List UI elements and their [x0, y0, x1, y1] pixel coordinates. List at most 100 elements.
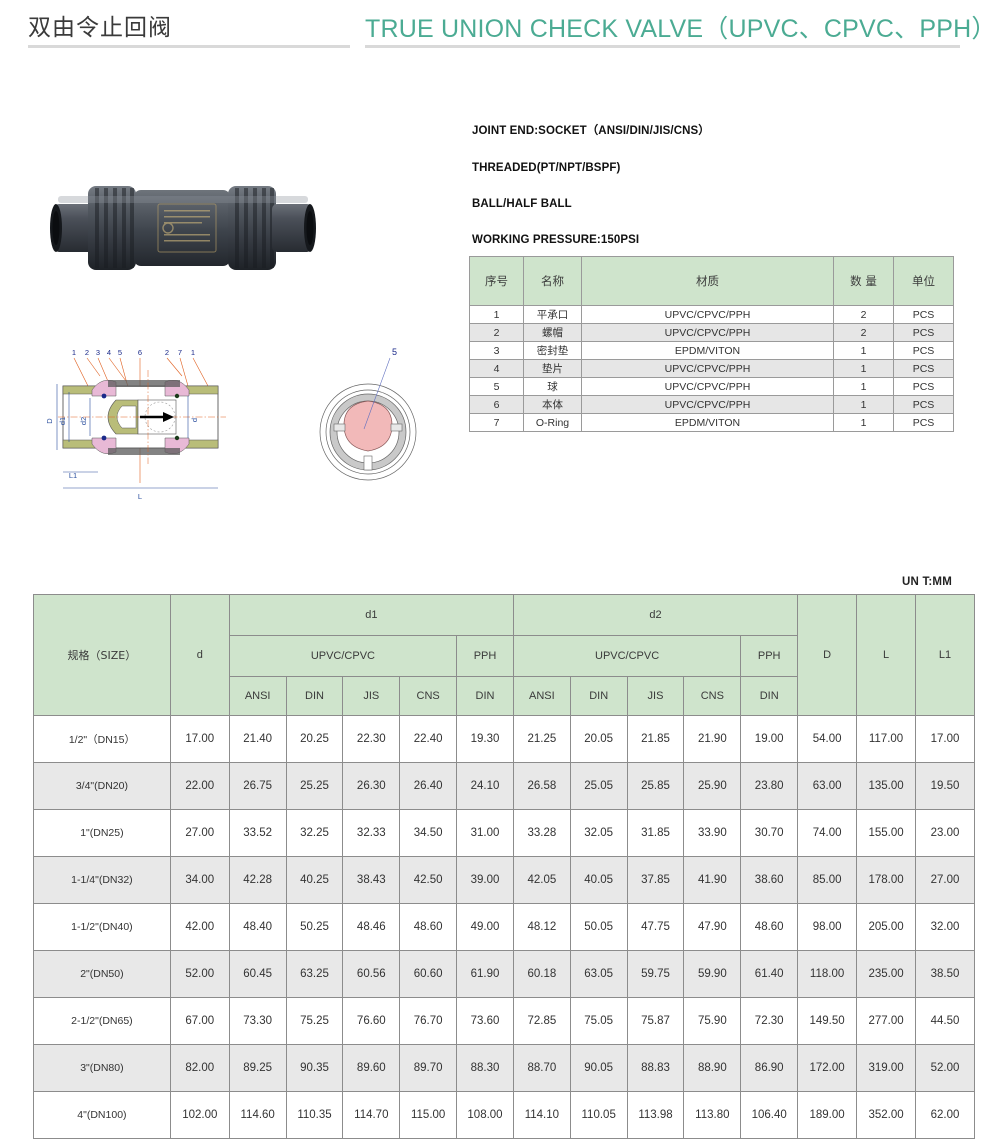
- dim-d: 17.00: [169, 715, 230, 763]
- dim-d2-ansi: 42.05: [512, 856, 571, 904]
- part-no: 1: [469, 305, 524, 324]
- dim-L1: 44.50: [915, 997, 975, 1045]
- dim-L: 117.00: [856, 715, 916, 763]
- svg-text:1: 1: [72, 348, 76, 357]
- dim-d1-ansi: 89.25: [228, 1044, 287, 1092]
- dim-d2-cns: 59.90: [683, 950, 742, 998]
- table-row: 7 O-Ring EPDM/VITON 1 PCS: [469, 413, 954, 432]
- spec-ball-type: BALL/HALF BALL: [472, 198, 572, 210]
- dim-d2-jis: 47.75: [626, 903, 685, 951]
- dim-d2-jis: 31.85: [626, 809, 685, 857]
- dim-d1-pph: 108.00: [456, 1091, 514, 1139]
- dim-header-d2-upvc: UPVC/CPVC: [512, 635, 742, 677]
- svg-text:d2: d2: [79, 417, 88, 425]
- dim-header-L: L: [856, 594, 916, 716]
- parts-header-name: 名称: [523, 256, 582, 306]
- dim-header-row-2: UPVC/CPVC PPH UPVC/CPVC PPH: [34, 635, 975, 677]
- dim-d1-pph: 19.30: [456, 715, 514, 763]
- parts-table-header-row: 序号 名称 材质 数 量 单位: [469, 256, 954, 306]
- dim-d1-ansi: 26.75: [228, 762, 287, 810]
- dim-d1-ansi: 60.45: [228, 950, 287, 998]
- part-qty: 2: [833, 305, 894, 324]
- table-row: 1 平承口 UPVC/CPVC/PPH 2 PCS: [469, 305, 954, 324]
- page-header: 双由令止回阀 TRUE UNION CHECK VALVE（UPVC、CPVC、…: [0, 0, 1008, 62]
- dim-d2-pph: 30.70: [740, 809, 799, 857]
- dim-header-d1-din: DIN: [285, 676, 344, 716]
- dim-L: 352.00: [856, 1091, 916, 1139]
- svg-text:D: D: [45, 418, 54, 424]
- spec-working-pressure: WORKING PRESSURE:150PSI: [472, 234, 640, 246]
- dim-size: 1"(DN25): [33, 809, 171, 857]
- parts-material-table: 序号 名称 材质 数 量 单位 1 平承口 UPVC/CPVC/PPH 2 PC…: [469, 256, 954, 432]
- dim-size: 2"(DN50): [33, 950, 171, 998]
- dim-d1-cns: 60.60: [399, 950, 458, 998]
- dim-d2-din: 25.05: [569, 762, 628, 810]
- svg-text:5: 5: [392, 347, 397, 357]
- svg-text:L1: L1: [69, 471, 77, 480]
- dim-d2-din: 90.05: [569, 1044, 628, 1092]
- dim-L1: 27.00: [915, 856, 975, 904]
- dim-d2-cns: 21.90: [683, 715, 742, 763]
- dim-d2-cns: 113.80: [683, 1091, 742, 1139]
- dim-D: 149.50: [797, 997, 858, 1045]
- part-qty: 1: [833, 341, 894, 360]
- dim-d1-cns: 22.40: [399, 715, 458, 763]
- part-name: O-Ring: [523, 413, 582, 432]
- dim-header-d2-jis: JIS: [626, 676, 685, 716]
- dim-L: 235.00: [856, 950, 916, 998]
- dim-header-d1-cns: CNS: [399, 676, 458, 716]
- part-name: 本体: [523, 395, 582, 414]
- table-row: 1"(DN25) 27.00 33.52 32.25 32.33 34.50 3…: [33, 809, 975, 857]
- dim-L: 319.00: [856, 1044, 916, 1092]
- dim-d2-jis: 25.85: [626, 762, 685, 810]
- dim-d: 82.00: [169, 1044, 230, 1092]
- dim-d1-pph: 88.30: [456, 1044, 514, 1092]
- dim-header-row-3: ANSI DIN JIS CNS DIN ANSI DIN JIS CNS DI…: [34, 676, 975, 716]
- dim-header-d1-ansi: ANSI: [228, 676, 287, 716]
- dim-L1: 19.50: [915, 762, 975, 810]
- part-material: UPVC/CPVC/PPH: [581, 323, 834, 342]
- dim-d1-jis: 26.30: [342, 762, 401, 810]
- part-name: 平承口: [523, 305, 582, 324]
- dim-d2-cns: 41.90: [683, 856, 742, 904]
- dim-L: 178.00: [856, 856, 916, 904]
- table-row: 3/4"(DN20) 22.00 26.75 25.25 26.30 26.40…: [33, 762, 975, 810]
- dim-d2-pph: 19.00: [740, 715, 799, 763]
- dim-d2-din: 75.05: [569, 997, 628, 1045]
- table-row: 4"(DN100) 102.00 114.60 110.35 114.70 11…: [33, 1091, 975, 1139]
- dim-d1-din: 75.25: [285, 997, 344, 1045]
- part-unit: PCS: [893, 413, 954, 432]
- dim-d1-pph: 39.00: [456, 856, 514, 904]
- part-material: EPDM/VITON: [581, 341, 834, 360]
- dim-header-d2-pph-din: DIN: [740, 676, 799, 716]
- part-qty: 2: [833, 323, 894, 342]
- dim-d2-cns: 88.90: [683, 1044, 742, 1092]
- dim-d1-din: 40.25: [285, 856, 344, 904]
- product-photo: [48, 152, 318, 304]
- dim-d1-din: 110.35: [285, 1091, 344, 1139]
- svg-text:L: L: [138, 492, 142, 501]
- dim-d2-ansi: 48.12: [512, 903, 571, 951]
- dim-d2-ansi: 26.58: [512, 762, 571, 810]
- dim-d1-ansi: 48.40: [228, 903, 287, 951]
- dim-header-d2: d2: [512, 594, 799, 636]
- page-title-english: TRUE UNION CHECK VALVE（UPVC、CPVC、PPH）: [365, 15, 997, 43]
- svg-text:5: 5: [118, 348, 122, 357]
- dim-D: 189.00: [797, 1091, 858, 1139]
- dim-d1-jis: 89.60: [342, 1044, 401, 1092]
- dim-header-d2-din: DIN: [569, 676, 628, 716]
- title-divider-left: [28, 45, 350, 48]
- part-qty: 1: [833, 413, 894, 432]
- dim-d1-cns: 42.50: [399, 856, 458, 904]
- dim-size: 1/2"（DN15）: [33, 715, 171, 763]
- dim-d1-jis: 22.30: [342, 715, 401, 763]
- dim-d2-ansi: 33.28: [512, 809, 571, 857]
- dim-d2-pph: 61.40: [740, 950, 799, 998]
- dim-header-size: 规格（SIZE）: [33, 594, 171, 716]
- dim-d2-jis: 75.87: [626, 997, 685, 1045]
- part-material: EPDM/VITON: [581, 413, 834, 432]
- page-title-chinese: 双由令止回阀: [28, 15, 172, 41]
- svg-text:2: 2: [85, 348, 89, 357]
- part-no: 7: [469, 413, 524, 432]
- part-unit: PCS: [893, 395, 954, 414]
